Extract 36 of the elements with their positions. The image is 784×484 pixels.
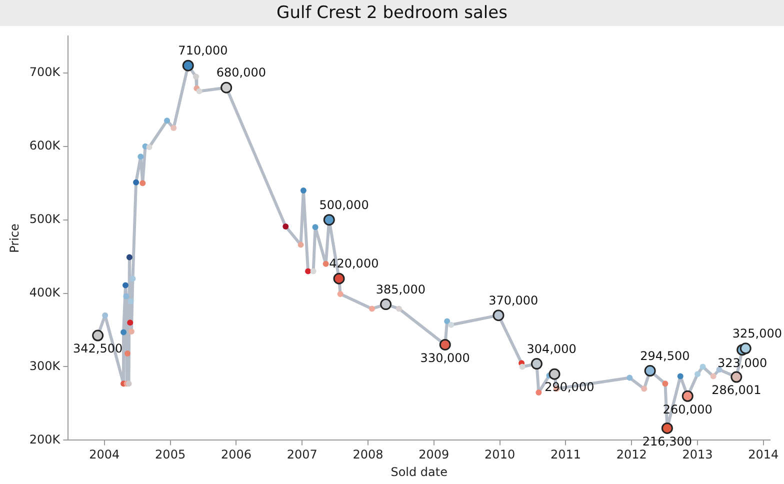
x-tick-label: 2007 xyxy=(286,448,318,462)
x-tick-label: 2010 xyxy=(484,448,516,462)
data-label: 216,300 xyxy=(642,434,692,448)
x-tick-label: 2012 xyxy=(616,448,647,462)
data-label: 680,000 xyxy=(216,66,266,80)
x-tick-label: 2004 xyxy=(89,448,120,462)
data-label: 330,000 xyxy=(420,350,470,365)
data-label: 286,001 xyxy=(712,383,762,398)
y-tick-label: 700K xyxy=(29,65,62,80)
data-label: 370,000 xyxy=(488,293,538,308)
data-label: 710,000 xyxy=(178,44,228,58)
data-label: 420,000 xyxy=(329,256,379,271)
x-tick-label: 2014 xyxy=(748,448,779,462)
data-label: 290,000 xyxy=(544,380,594,394)
data-label: 294,500 xyxy=(640,348,690,363)
chart-title: Gulf Crest 2 bedroom sales xyxy=(0,0,784,26)
data-label: 260,000 xyxy=(662,402,712,416)
y-tick-label: 200K xyxy=(29,432,62,446)
y-tick-label: 400K xyxy=(29,285,62,300)
y-axis-title: Price xyxy=(7,224,22,253)
y-tick-label: 600K xyxy=(29,138,62,153)
x-tick-label: 2013 xyxy=(682,448,713,462)
x-tick-label: 2005 xyxy=(155,448,186,462)
x-tick-label: 2008 xyxy=(352,448,384,462)
data-label: 325,000 xyxy=(732,326,782,341)
data-label: 385,000 xyxy=(376,282,426,296)
x-tick-label: 2011 xyxy=(550,448,581,462)
x-tick-label: 2006 xyxy=(220,448,252,462)
x-tick-label: 2009 xyxy=(418,448,450,462)
data-label: 342,500 xyxy=(73,342,123,356)
x-axis-title: Sold date xyxy=(390,464,448,479)
y-tick-label: 300K xyxy=(29,358,62,373)
data-label: 500,000 xyxy=(319,198,369,212)
y-tick-label: 500K xyxy=(29,212,62,226)
data-label: 323,000 xyxy=(718,356,768,370)
data-label: 304,000 xyxy=(526,342,576,356)
